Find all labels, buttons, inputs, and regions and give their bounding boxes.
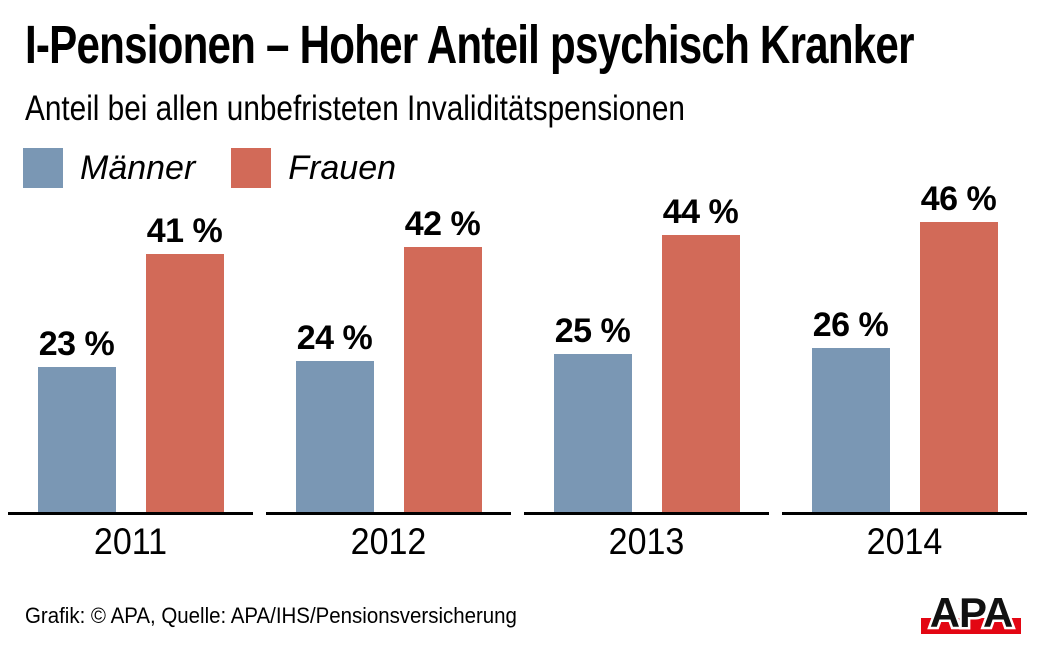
- legend-label-maenner: Männer: [80, 148, 196, 187]
- bar-pair: 26 % 46 %: [782, 182, 1027, 515]
- chart: 23 % 41 % 2011 24 % 42 % 2012 25 % 44 % 2013 26 %…: [8, 182, 1027, 562]
- apa-logo-text: APA: [930, 589, 1013, 636]
- value-label: 44 %: [662, 193, 739, 231]
- chart-group-2011: 23 % 41 % 2011: [8, 188, 253, 560]
- value-label: 41 %: [146, 212, 223, 250]
- bar-männer-2014: [811, 348, 890, 512]
- bar-männer-2013: [553, 354, 632, 512]
- chart-group-2013: 25 % 44 % 2013: [524, 188, 769, 560]
- apa-logo-red-bar: [921, 618, 1021, 634]
- page-title: I-Pensionen – Hoher Anteil psychisch Kra…: [25, 15, 914, 75]
- bar-slot: 42 %: [403, 205, 482, 512]
- legend-swatch-frauen: [231, 148, 272, 188]
- value-label: 25 %: [554, 312, 631, 350]
- value-label: 23 %: [38, 325, 115, 363]
- x-axis-label-2013: 2013: [608, 521, 685, 562]
- legend-swatch-maenner: [23, 148, 63, 188]
- value-label: 42 %: [404, 205, 481, 243]
- bar-männer-2011: [37, 367, 116, 512]
- bar-frauen-2014: [919, 222, 998, 512]
- x-axis-label-2014: 2014: [866, 521, 943, 562]
- bar-frauen-2013: [661, 235, 740, 512]
- bar-slot: 46 %: [919, 180, 998, 512]
- bar-slot: 44 %: [661, 193, 740, 512]
- bar-pair: 23 % 41 %: [8, 188, 253, 515]
- bar-slot: 24 %: [295, 319, 374, 512]
- bar-slot: 26 %: [811, 306, 890, 512]
- bar-slot: 41 %: [145, 212, 224, 512]
- bar-männer-2012: [295, 361, 374, 512]
- bar-frauen-2011: [145, 254, 224, 512]
- value-label: 26 %: [812, 306, 889, 344]
- page-subtitle: Anteil bei allen unbefristeten Invalidit…: [25, 89, 685, 128]
- bar-pair: 25 % 44 %: [524, 188, 769, 515]
- legend-item-frauen: Frauen: [231, 148, 396, 188]
- value-label: 46 %: [920, 180, 997, 218]
- apa-logo: APA: [921, 587, 1021, 637]
- legend-label-frauen: Frauen: [288, 148, 397, 187]
- x-axis-label-2011: 2011: [93, 521, 168, 562]
- legend: Männer Frauen: [23, 148, 396, 188]
- chart-group-2014: 26 % 46 % 2014: [782, 182, 1027, 562]
- x-axis-label-2012: 2012: [350, 521, 427, 562]
- source-credit: Grafik: © APA, Quelle: APA/IHS/Pensionsv…: [25, 603, 517, 628]
- bar-slot: 23 %: [37, 325, 116, 512]
- value-label: 24 %: [296, 319, 373, 357]
- bar-slot: 25 %: [553, 312, 632, 512]
- bar-pair: 24 % 42 %: [266, 188, 511, 515]
- chart-group-2012: 24 % 42 % 2012: [266, 188, 511, 560]
- bar-frauen-2012: [403, 247, 482, 512]
- legend-item-maenner: Männer: [23, 148, 195, 188]
